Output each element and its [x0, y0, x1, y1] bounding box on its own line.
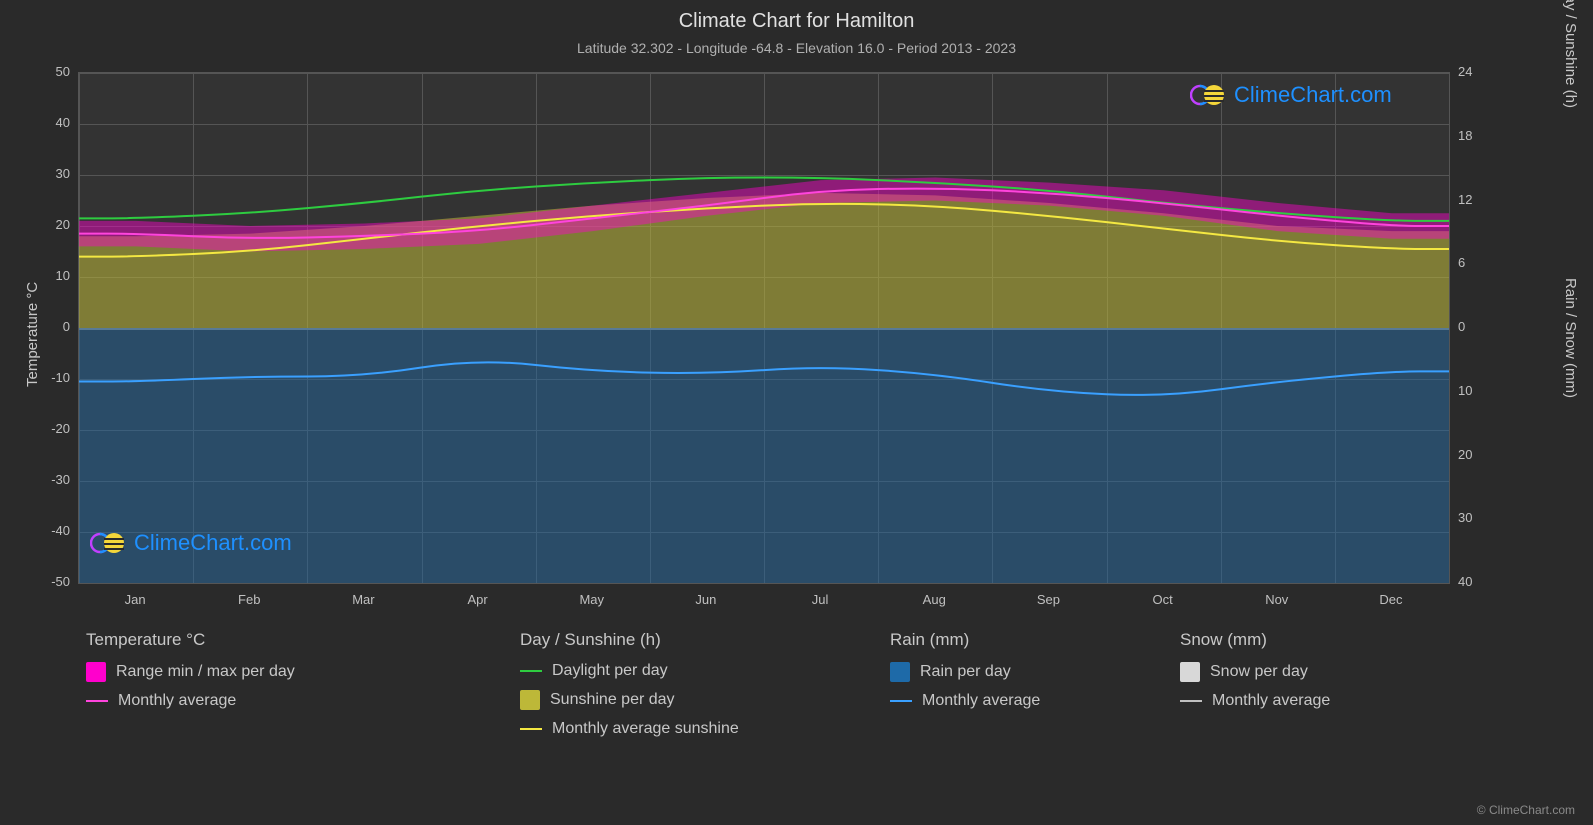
- legend-label: Monthly average sunshine: [552, 720, 739, 738]
- y-axis-right-bottom-label: Rain / Snow (mm): [1562, 278, 1579, 398]
- legend-label: Monthly average: [1212, 692, 1330, 710]
- legend-item: Sunshine per day: [520, 690, 739, 710]
- legend-title: Snow (mm): [1180, 630, 1330, 650]
- chart-title: Climate Chart for Hamilton: [0, 10, 1593, 33]
- legend-title: Rain (mm): [890, 630, 1040, 650]
- legend-label: Snow per day: [1210, 663, 1308, 681]
- legend-label: Range min / max per day: [116, 663, 295, 681]
- y-axis-left-label: Temperature °C: [24, 282, 41, 387]
- attribution: © ClimeChart.com: [1477, 803, 1575, 817]
- legend-swatch: [520, 670, 542, 673]
- legend-swatch: [890, 700, 912, 703]
- legend-group: Rain (mm) Rain per day Monthly average: [890, 630, 1040, 720]
- legend-label: Rain per day: [920, 663, 1011, 681]
- legend-title: Temperature °C: [86, 630, 295, 650]
- legend-label: Monthly average: [922, 692, 1040, 710]
- legend-item: Daylight per day: [520, 662, 739, 680]
- logo-icon: [90, 530, 128, 556]
- legend-group: Temperature °C Range min / max per day Mon…: [86, 630, 295, 720]
- legend-swatch: [890, 662, 910, 682]
- y-axis-right-top-label: Day / Sunshine (h): [1562, 0, 1579, 108]
- legend-swatch: [520, 728, 542, 731]
- legend-swatch: [520, 690, 540, 710]
- watermark: ClimeChart.com: [90, 530, 292, 556]
- legend-item: Rain per day: [890, 662, 1040, 682]
- legend-swatch: [86, 700, 108, 703]
- legend-swatch: [86, 662, 106, 682]
- legend-item: Monthly average: [86, 692, 295, 710]
- legend-item: Snow per day: [1180, 662, 1330, 682]
- legend-item: Monthly average sunshine: [520, 720, 739, 738]
- legend-item: Monthly average: [890, 692, 1040, 710]
- watermark-text: ClimeChart.com: [134, 530, 292, 556]
- legend-label: Monthly average: [118, 692, 236, 710]
- legend-swatch: [1180, 662, 1200, 682]
- watermark-text: ClimeChart.com: [1234, 82, 1392, 108]
- plot-area: [78, 72, 1450, 584]
- line-series-overlay: [79, 73, 1449, 583]
- legend-group: Day / Sunshine (h) Daylight per day Sunshi…: [520, 630, 739, 748]
- watermark: ClimeChart.com: [1190, 82, 1392, 108]
- legend-item: Range min / max per day: [86, 662, 295, 682]
- legend-title: Day / Sunshine (h): [520, 630, 739, 650]
- legend-group: Snow (mm) Snow per day Monthly average: [1180, 630, 1330, 720]
- chart-subtitle: Latitude 32.302 - Longitude -64.8 - Elev…: [0, 40, 1593, 56]
- legend-label: Daylight per day: [552, 662, 668, 680]
- climate-chart-root: Climate Chart for Hamilton Latitude 32.3…: [0, 0, 1593, 825]
- legend-swatch: [1180, 700, 1202, 703]
- legend-item: Monthly average: [1180, 692, 1330, 710]
- logo-icon: [1190, 82, 1228, 108]
- legend-label: Sunshine per day: [550, 691, 675, 709]
